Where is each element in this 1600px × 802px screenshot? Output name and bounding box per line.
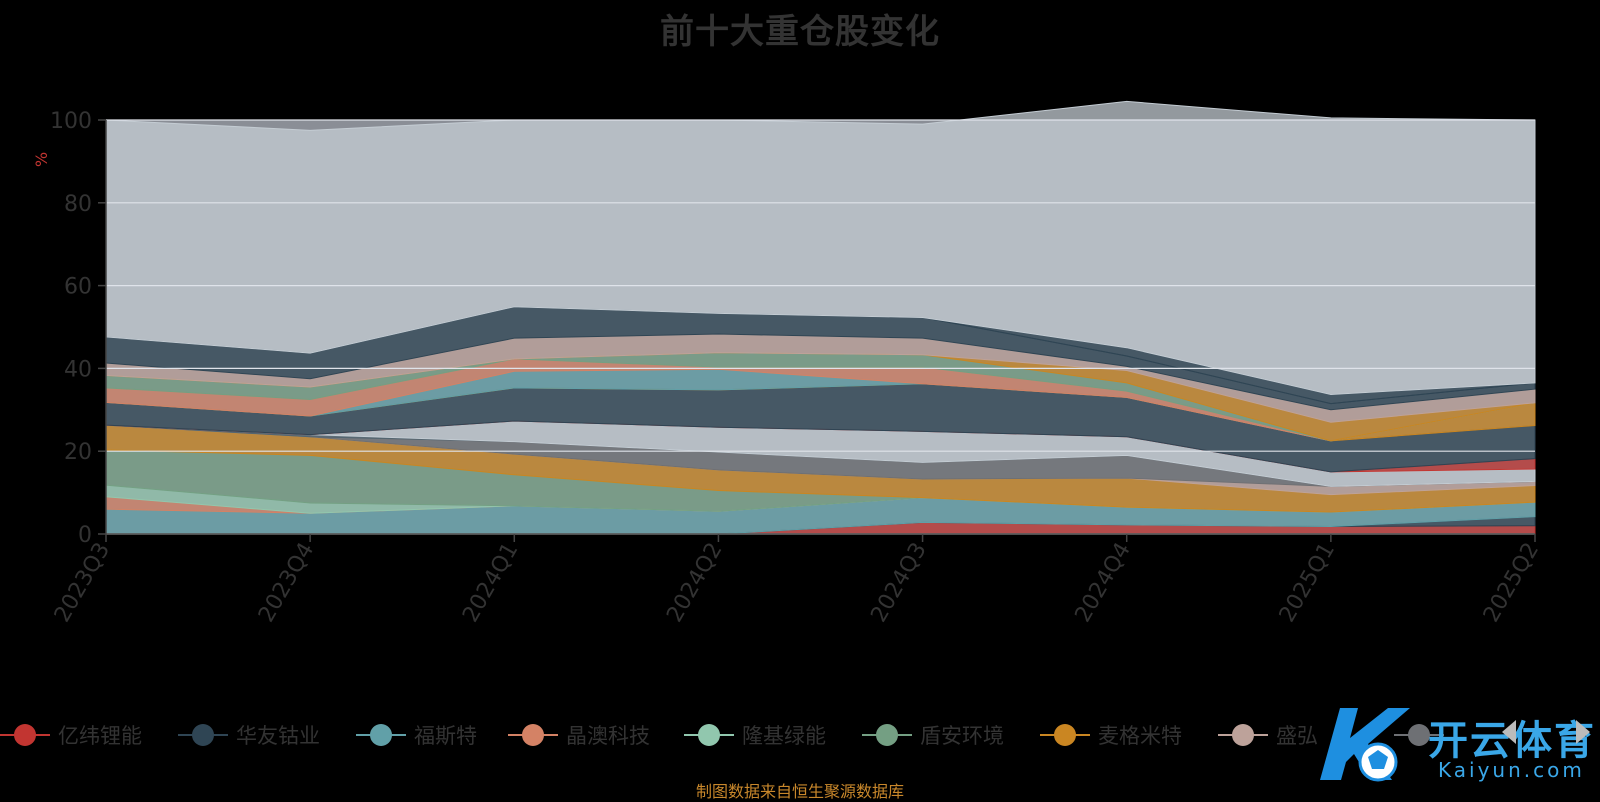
legend-symbol-icon <box>178 720 228 750</box>
y-tick-label: 80 <box>64 192 92 217</box>
legend-symbol-icon <box>508 720 558 750</box>
legend-item[interactable]: 晶澳科技 <box>508 718 650 752</box>
x-axis: 2023Q3 2023Q4 2024Q1 2024Q2 2024Q3 2024Q4 2025… <box>50 533 1544 627</box>
legend-item[interactable]: 隆基绿能 <box>684 718 826 752</box>
y-tick-label: 40 <box>64 357 92 382</box>
legend-item[interactable]: 盛弘 <box>1218 718 1318 752</box>
legend-label: 盛弘 <box>1276 724 1318 748</box>
source-note: 制图数据来自恒生聚源数据库 <box>695 782 904 801</box>
legend-item[interactable]: 福斯特 <box>356 718 477 752</box>
watermark-domain: Kaiyun.com <box>1438 758 1585 782</box>
legend-label: 福斯特 <box>414 724 477 748</box>
legend: 亿纬锂能 华友钴业 福斯特 晶澳科技 隆基绿能 盾安环境 麦格米特 盛弘 <box>0 718 1600 752</box>
legend-item[interactable]: 麦格米特 <box>1040 718 1182 752</box>
legend-symbol-icon <box>684 720 734 750</box>
x-tick-label: 2024Q4 <box>1071 539 1136 627</box>
legend-prev-button[interactable] <box>1502 720 1516 744</box>
legend-label: 亿纬锂能 <box>58 724 142 748</box>
legend-item[interactable]: 盾安环境 <box>862 718 1004 752</box>
legend-label: 晶澳科技 <box>566 724 650 748</box>
y-tick-label: 0 <box>78 523 92 548</box>
x-tick-label: 2024Q3 <box>866 539 931 627</box>
kaiyun-logo-icon <box>1320 708 1410 782</box>
x-tick-label: 2024Q1 <box>458 539 523 627</box>
legend-symbol-icon <box>0 720 50 750</box>
legend-label: 盾安环境 <box>920 724 1004 748</box>
y-tick-label: 100 <box>50 109 92 134</box>
x-tick-label: 2025Q2 <box>1479 539 1544 627</box>
x-tick-label: 2023Q3 <box>50 539 115 627</box>
watermark-logo: 开云体育 Kaiyun.com <box>1310 700 1600 790</box>
legend-symbol-icon <box>356 720 406 750</box>
legend-item[interactable] <box>1394 718 1452 752</box>
legend-symbol-icon <box>1040 720 1090 750</box>
legend-label: 麦格米特 <box>1098 724 1182 748</box>
y-axis: 0 20 40 60 80 100 <box>50 109 107 548</box>
x-tick-label: 2023Q4 <box>254 539 319 627</box>
x-tick-label: 2025Q1 <box>1275 539 1340 627</box>
legend-label: 华友钴业 <box>236 724 320 748</box>
legend-item[interactable]: 亿纬锂能 <box>0 718 142 752</box>
legend-symbol-icon <box>1218 720 1268 750</box>
legend-symbol-icon <box>1394 720 1444 750</box>
legend-label: 隆基绿能 <box>742 724 826 748</box>
legend-item[interactable]: 华友钴业 <box>178 718 320 752</box>
legend-next-button[interactable] <box>1576 720 1590 744</box>
x-tick-label: 2024Q2 <box>662 539 727 627</box>
chart-title: 前十大重仓股变化 <box>660 12 940 52</box>
y-tick-label: 20 <box>64 440 92 465</box>
legend-symbol-icon <box>862 720 912 750</box>
area-series-layer <box>105 100 1536 535</box>
y-tick-label: 60 <box>64 275 92 300</box>
